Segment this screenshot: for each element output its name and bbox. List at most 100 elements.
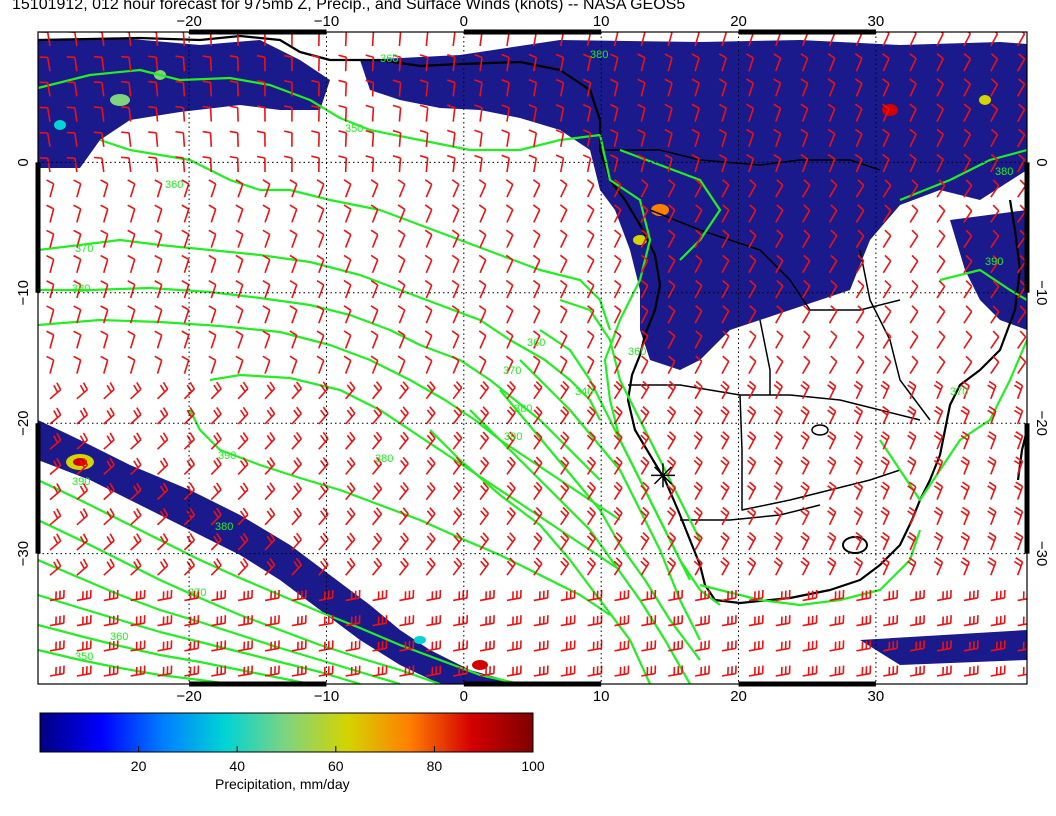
wind-barb [316, 204, 325, 223]
wind-barb [184, 589, 200, 602]
wind-barb [505, 355, 514, 374]
wind-barb [46, 355, 55, 374]
wind-barb [936, 280, 946, 299]
wind-barb [452, 431, 463, 450]
wind-barb [586, 179, 595, 198]
wind-barb [183, 381, 196, 400]
wind-barb [990, 153, 999, 173]
wind-barb [560, 665, 576, 677]
wind-barb [474, 129, 483, 147]
wind-barb [264, 381, 276, 400]
wind-barb [693, 481, 703, 501]
wind-barb [614, 640, 630, 652]
wind-barb [210, 406, 222, 425]
lon-tick-label: −20 [176, 688, 201, 705]
wind-barb [856, 640, 872, 652]
wind-barb [76, 558, 89, 576]
wind-barb [127, 179, 136, 198]
wind-barb [343, 330, 352, 349]
wind-barb [291, 640, 307, 652]
wind-barb [237, 482, 249, 501]
wind-barb [933, 405, 944, 425]
wind-barb [181, 330, 190, 349]
wind-barb [425, 507, 436, 526]
colorbar-title: Precipitation, mm/day [215, 776, 350, 792]
height-contour-line [209, 373, 621, 571]
wind-barb [775, 279, 784, 299]
wind-barb [747, 456, 757, 475]
wind-barb [800, 53, 809, 72]
wind-barb [452, 406, 463, 425]
wind-barb [640, 557, 650, 576]
lon-tick-label: 30 [868, 13, 885, 30]
wind-barb [883, 589, 899, 602]
wind-barb [691, 53, 700, 72]
wind-barb [882, 305, 892, 324]
wind-barb [130, 558, 142, 576]
wind-barb [691, 154, 700, 173]
wind-barb [49, 382, 62, 400]
wind-barb [827, 103, 836, 122]
wind-barb [1017, 666, 1027, 677]
wind-barb [39, 157, 51, 173]
contour-value-label: 390 [504, 431, 522, 443]
contour-value-label: 360 [110, 631, 128, 643]
wind-barb [560, 557, 570, 576]
wind-barb [156, 381, 169, 400]
wind-barb [237, 432, 249, 450]
wind-barb [256, 130, 266, 147]
wind-barb [343, 355, 352, 374]
wind-barb [264, 482, 276, 501]
lat-lon-gridlines [38, 32, 1027, 684]
wind-barb [853, 431, 864, 450]
wind-barb [909, 355, 919, 375]
wind-barb [478, 355, 487, 374]
wind-barb [990, 615, 1006, 627]
wind-barb [721, 330, 730, 349]
wind-barb [827, 456, 837, 475]
wind-barb [184, 665, 200, 677]
wind-barb [397, 204, 406, 223]
wind-barb [505, 330, 514, 349]
wind-barb [478, 330, 487, 349]
wind-barb [693, 380, 703, 400]
wind-barb [933, 531, 944, 551]
wind-barb [559, 32, 565, 47]
wind-barb [343, 229, 352, 248]
wind-barb [586, 279, 595, 299]
wind-barb [262, 204, 271, 223]
lake-1 [842, 536, 868, 554]
wind-barb [640, 431, 650, 450]
wind-barb [990, 204, 1000, 223]
wind-barb [582, 78, 592, 97]
wind-barb [398, 507, 409, 526]
wind-barb [264, 457, 276, 475]
height-contour-line [38, 558, 401, 684]
height-contour-line [519, 359, 701, 641]
wind-barb [371, 507, 383, 526]
wind-barb [397, 355, 406, 374]
wind-barb [424, 229, 433, 248]
wind-barb [452, 381, 463, 400]
wind-barb [419, 154, 429, 173]
wind-barb [175, 156, 186, 173]
wind-barb [208, 229, 217, 248]
wind-barb [256, 80, 266, 97]
wind-barb [316, 305, 325, 324]
wind-barb [100, 229, 109, 248]
wind-barb [127, 330, 136, 349]
wind-barb [829, 640, 845, 652]
wind-barb [773, 431, 783, 450]
wind-barb [154, 355, 163, 374]
wind-barb [773, 531, 783, 551]
wind-barb [130, 533, 142, 551]
wind-barb [283, 54, 293, 72]
wind-barb [397, 305, 406, 324]
wind-barb [586, 229, 595, 248]
wind-barb [721, 254, 730, 274]
wind-barb [238, 615, 253, 627]
wind-barb [748, 229, 757, 248]
wind-barb [694, 640, 710, 652]
wind-barb [262, 179, 271, 198]
wind-barb [746, 103, 755, 122]
